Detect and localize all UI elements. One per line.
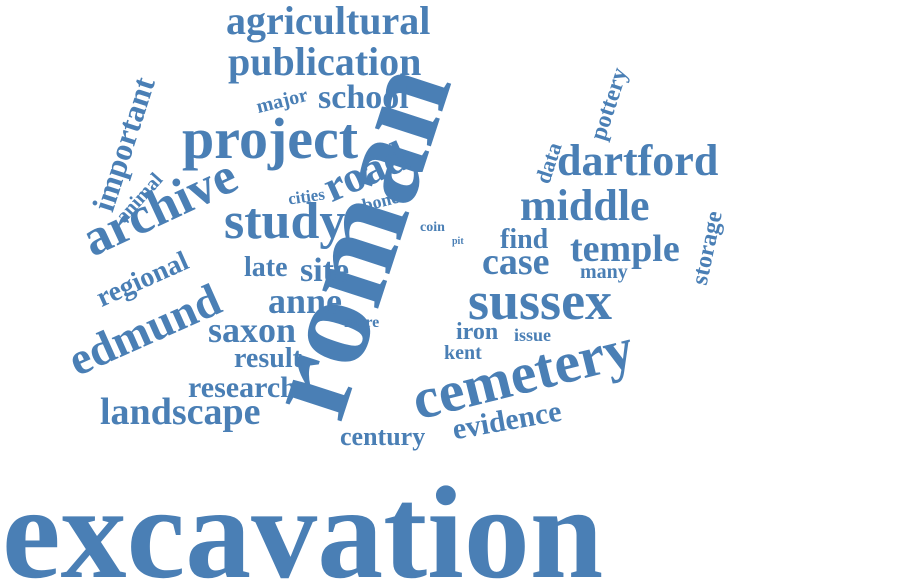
word-publication: publication [228,39,422,84]
word-study: study [224,193,346,250]
word-site: site [300,252,350,289]
word-late: late [244,252,288,283]
word-iron: iron [456,319,499,345]
word-case: case [482,241,550,283]
word-many: many [580,261,628,283]
word-temple: temple [570,228,680,270]
word-century: century [340,422,426,451]
word-storage: storage [686,208,728,288]
word-agricultural: agricultural [226,0,431,43]
word-landscape: landscape [100,391,261,433]
word-dartford: dartford [557,136,719,185]
word-pit: pit [452,236,464,247]
word-coin: coin [420,220,445,235]
word-issue: issue [514,325,552,345]
word-cities: cities [286,184,326,209]
word-saxon: saxon [208,310,297,350]
word-find: find [500,224,549,255]
word-anne: anne [268,281,343,321]
word-project: project [182,106,359,171]
word-research: research [188,371,297,404]
word-school: school [318,79,409,116]
word-middle: middle [520,181,650,230]
word-pottery: pottery [585,64,634,144]
word-sussex: sussex [468,271,613,331]
word-result: result [234,343,302,374]
word-excavation: excavation [2,459,604,586]
word-kent: kent [444,342,482,364]
word-more: more [344,314,380,331]
